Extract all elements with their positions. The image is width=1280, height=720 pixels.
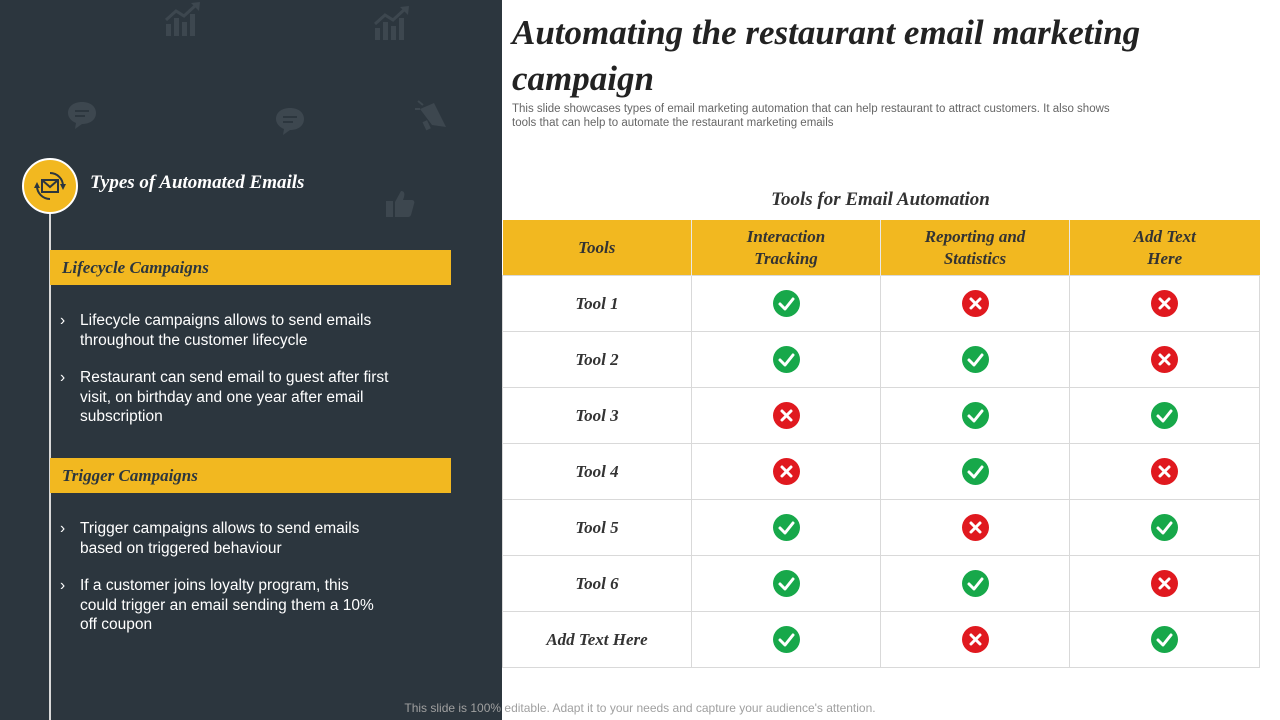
status-cell: [1069, 275, 1260, 332]
status-cell: [691, 331, 881, 388]
megaphone-icon: [415, 100, 446, 131]
cross-icon: [961, 514, 989, 541]
check-icon: [961, 402, 989, 429]
cross-icon: [961, 290, 989, 317]
status-cell: [691, 555, 881, 612]
tool-name-cell: Tool 5: [502, 499, 692, 556]
status-cell: [880, 611, 1070, 668]
cross-icon: [1151, 290, 1178, 317]
check-icon: [772, 346, 800, 373]
table-title: Tools for Email Automation: [771, 189, 990, 210]
cross-icon: [961, 626, 989, 653]
left-panel: [0, 0, 502, 720]
status-cell: [691, 387, 881, 444]
bullet-item: › Trigger campaigns allows to send emails…: [60, 520, 360, 557]
cross-icon: [1151, 570, 1178, 597]
lifecycle-bullets: › Lifecycle campaigns allows to send emai…: [60, 311, 390, 445]
column-header: Interaction Tracking: [691, 220, 881, 276]
table-row: Tool 5: [502, 499, 1260, 556]
growth-chart-icon: [164, 2, 200, 36]
check-icon: [772, 290, 800, 317]
status-cell: [691, 275, 881, 332]
table-row: Tool 1: [502, 275, 1260, 332]
bullet-glyph: ›: [60, 520, 66, 537]
email-cycle-icon: [22, 158, 78, 214]
check-icon: [772, 626, 800, 653]
check-icon: [1151, 626, 1178, 653]
trigger-bullets: › Trigger campaigns allows to send emails…: [60, 519, 390, 653]
check-icon: [1151, 514, 1178, 541]
bullet-glyph: ›: [60, 577, 66, 594]
status-cell: [1069, 611, 1260, 668]
status-cell: [691, 499, 881, 556]
tool-name-cell: Tool 3: [502, 387, 692, 444]
section-title: Types of Automated Emails: [90, 172, 305, 193]
check-icon: [772, 570, 800, 597]
table-row: Tool 4: [502, 443, 1260, 500]
bullet-glyph: ›: [60, 369, 66, 386]
table-row: Tool 3: [502, 387, 1260, 444]
speech-bubble-icon: [276, 108, 304, 135]
tool-name-cell: Tool 4: [502, 443, 692, 500]
status-cell: [880, 331, 1070, 388]
bullet-item: › Restaurant can send email to guest afte…: [60, 369, 389, 425]
check-icon: [961, 458, 989, 485]
status-cell: [1069, 443, 1260, 500]
status-cell: [691, 611, 881, 668]
status-cell: [1069, 331, 1260, 388]
thumbs-up-icon: [386, 191, 415, 217]
bullet-item: › If a customer joins loyalty program, th…: [60, 577, 374, 633]
status-cell: [880, 499, 1070, 556]
cross-icon: [772, 402, 800, 429]
status-cell: [691, 443, 881, 500]
status-cell: [1069, 555, 1260, 612]
table-header-row: Tools Interaction Tracking Reporting and…: [502, 220, 1260, 276]
cross-icon: [772, 458, 800, 485]
status-cell: [880, 443, 1070, 500]
lifecycle-heading-bar: Lifecycle Campaigns: [50, 250, 451, 285]
status-cell: [880, 555, 1070, 612]
tool-name-cell: Tool 2: [502, 331, 692, 388]
page-title: Automating the restaurant email marketin…: [512, 13, 1141, 98]
column-header: Tools: [502, 220, 692, 276]
trigger-heading-bar: Trigger Campaigns: [50, 458, 451, 493]
tool-name-cell: Add Text Here: [502, 611, 692, 668]
tool-name-cell: Tool 6: [502, 555, 692, 612]
check-icon: [772, 514, 800, 541]
column-header: Reporting and Statistics: [880, 220, 1070, 276]
speech-bubble-icon: [68, 102, 96, 129]
check-icon: [961, 570, 989, 597]
trigger-heading: Trigger Campaigns: [62, 466, 198, 485]
page-subtitle: This slide showcases types of email mark…: [512, 103, 1110, 129]
status-cell: [1069, 499, 1260, 556]
status-cell: [1069, 387, 1260, 444]
status-cell: [880, 275, 1070, 332]
tool-name-cell: Tool 1: [502, 275, 692, 332]
table-row: Add Text Here: [502, 611, 1260, 668]
tools-table: Tools Interaction Tracking Reporting and…: [502, 220, 1260, 668]
cross-icon: [1151, 346, 1178, 373]
column-header: Add Text Here: [1069, 220, 1260, 276]
lifecycle-heading: Lifecycle Campaigns: [62, 258, 209, 277]
table-row: Tool 6: [502, 555, 1260, 612]
check-icon: [1151, 402, 1178, 429]
cross-icon: [1151, 458, 1178, 485]
status-cell: [880, 387, 1070, 444]
footer-note: This slide is 100% editable. Adapt it to…: [404, 701, 876, 715]
bullet-glyph: ›: [60, 312, 66, 329]
table-row: Tool 2: [502, 331, 1260, 388]
growth-chart-icon: [373, 6, 409, 40]
check-icon: [961, 346, 989, 373]
bullet-item: › Lifecycle campaigns allows to send emai…: [60, 312, 372, 349]
